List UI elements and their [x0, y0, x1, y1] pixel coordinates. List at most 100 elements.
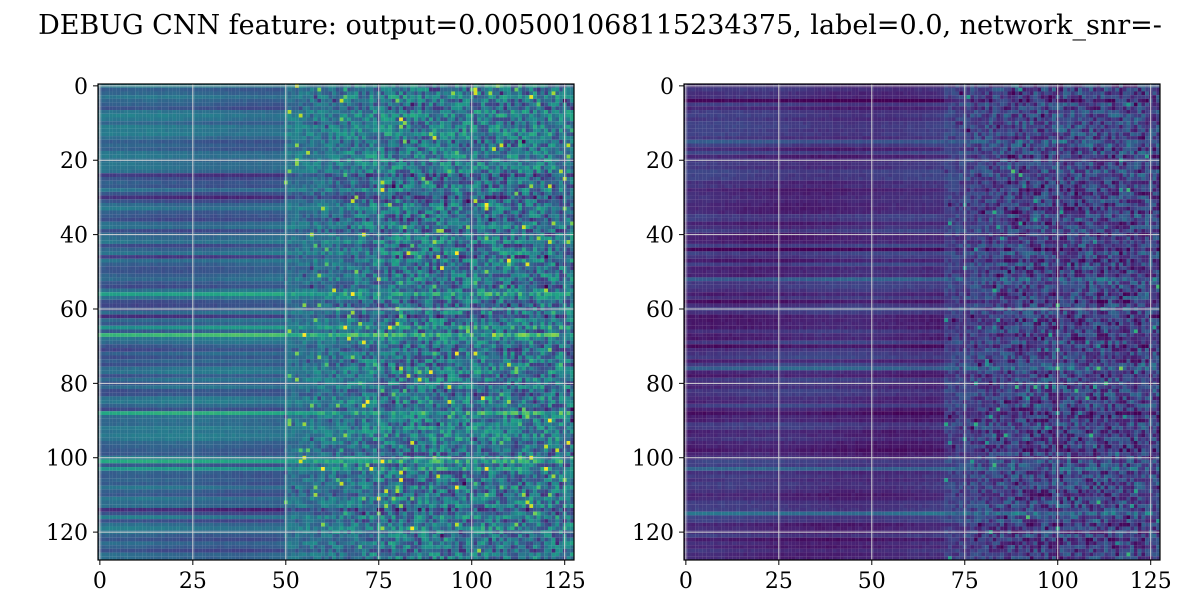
heatmap-cell: [373, 170, 377, 174]
heatmap-cell: [381, 117, 385, 121]
heatmap-cell: [158, 203, 162, 207]
heatmap-cell: [206, 121, 210, 125]
heatmap-cell: [247, 140, 251, 144]
heatmap-cell: [451, 91, 455, 95]
heatmap-cell: [321, 207, 325, 211]
heatmap-cell: [295, 129, 299, 133]
heatmap-cell: [232, 132, 236, 136]
heatmap-cell: [277, 117, 281, 121]
heatmap-cell: [295, 181, 299, 185]
heatmap-cell: [537, 91, 541, 95]
heatmap-cell: [485, 151, 489, 155]
heatmap-cell: [117, 170, 121, 174]
heatmap-cell: [485, 125, 489, 129]
heatmap-cell: [522, 170, 526, 174]
heatmap-cell: [303, 99, 307, 103]
heatmap-cell: [239, 91, 243, 95]
heatmap-cell: [128, 166, 132, 170]
heatmap-cell: [500, 114, 504, 118]
heatmap-cell: [254, 103, 258, 107]
heatmap-cell: [105, 91, 109, 95]
heatmap-cell: [269, 166, 273, 170]
heatmap-cell: [180, 199, 184, 203]
heatmap-cell: [392, 117, 396, 121]
heatmap-cell: [265, 91, 269, 95]
heatmap-cell: [422, 99, 426, 103]
heatmap-cell: [541, 110, 545, 114]
heatmap-cell: [500, 136, 504, 140]
heatmap-cell: [303, 184, 307, 188]
heatmap-cell: [310, 207, 314, 211]
heatmap-cell: [273, 188, 277, 192]
heatmap-cell: [273, 181, 277, 185]
heatmap-cell: [187, 177, 191, 181]
heatmap-cell: [154, 147, 158, 151]
heatmap-cell: [180, 125, 184, 129]
heatmap-cell: [198, 199, 202, 203]
heatmap-cell: [336, 188, 340, 192]
heatmap-cell: [511, 196, 515, 200]
heatmap-cell: [265, 147, 269, 151]
heatmap-cell: [243, 121, 247, 125]
heatmap-cell: [455, 144, 459, 148]
heatmap-cell: [143, 132, 147, 136]
heatmap-cell: [243, 103, 247, 107]
heatmap-cell: [366, 114, 370, 118]
heatmap-cell: [555, 199, 559, 203]
heatmap-cell: [552, 166, 556, 170]
heatmap-cell: [567, 99, 571, 103]
heatmap-cell: [332, 103, 336, 107]
heatmap-cell: [440, 173, 444, 177]
heatmap-cell: [507, 173, 511, 177]
heatmap-cell: [131, 199, 135, 203]
heatmap-cell: [444, 166, 448, 170]
heatmap-cell: [288, 203, 292, 207]
heatmap-cell: [548, 166, 552, 170]
heatmap-cell: [455, 125, 459, 129]
heatmap-cell: [533, 181, 537, 185]
heatmap-cell: [414, 170, 418, 174]
heatmap-cell: [224, 147, 228, 151]
heatmap-cell: [239, 132, 243, 136]
heatmap-cell: [329, 91, 333, 95]
heatmap-cell: [169, 106, 173, 110]
heatmap-cell: [154, 173, 158, 177]
heatmap-cell: [511, 106, 515, 110]
heatmap-cell: [273, 173, 277, 177]
heatmap-cell: [429, 173, 433, 177]
heatmap-cell: [358, 155, 362, 159]
heatmap-cell: [477, 103, 481, 107]
heatmap-cell: [187, 99, 191, 103]
heatmap-cell: [236, 181, 240, 185]
heatmap-cell: [172, 203, 176, 207]
heatmap-cell: [109, 203, 113, 207]
heatmap-cell: [105, 162, 109, 166]
heatmap-cell: [399, 144, 403, 148]
heatmap-cell: [195, 99, 199, 103]
heatmap-cell: [555, 117, 559, 121]
heatmap-cell: [258, 181, 262, 185]
heatmap-cell: [366, 132, 370, 136]
heatmap-cell: [407, 125, 411, 129]
heatmap-cell: [314, 162, 318, 166]
heatmap-cell: [410, 151, 414, 155]
heatmap-cell: [243, 181, 247, 185]
heatmap-cell: [422, 110, 426, 114]
heatmap-cell: [515, 95, 519, 99]
heatmap-cell: [213, 99, 217, 103]
heatmap-cell: [105, 132, 109, 136]
heatmap-cell: [466, 103, 470, 107]
heatmap-cell: [113, 196, 117, 200]
heatmap-cell: [128, 162, 132, 166]
heatmap-cell: [399, 203, 403, 207]
heatmap-cell: [422, 125, 426, 129]
heatmap-cell: [477, 192, 481, 196]
heatmap-cell: [135, 196, 139, 200]
heatmap-cell: [462, 106, 466, 110]
heatmap-cell: [388, 162, 392, 166]
heatmap-cell: [273, 147, 277, 151]
heatmap-cell: [537, 106, 541, 110]
heatmap-cell: [381, 177, 385, 181]
heatmap-cell: [436, 155, 440, 159]
heatmap-cell: [228, 117, 232, 121]
